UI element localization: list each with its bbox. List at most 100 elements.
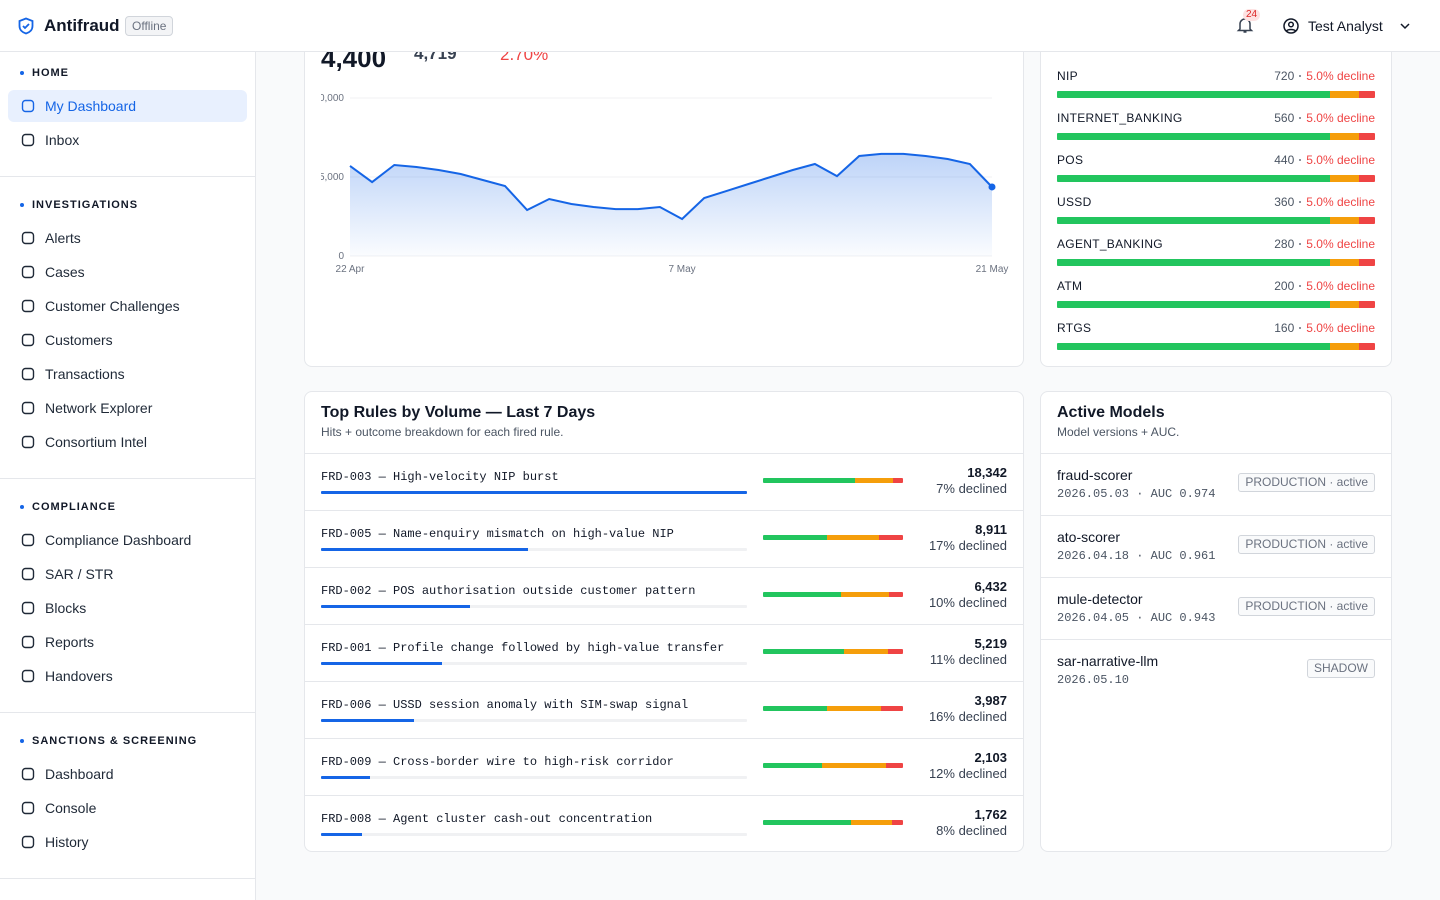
nav-item[interactable]: Console [8, 792, 247, 824]
nav-item[interactable]: Consortium Intel [8, 426, 247, 458]
model-name: fraud-scorer [1057, 467, 1133, 483]
nav-item[interactable]: Customers [8, 324, 247, 356]
nav-item[interactable]: Transactions [8, 358, 247, 390]
channel-bar [1057, 301, 1375, 308]
volume-bar [321, 491, 747, 494]
channel-count: 280 [1274, 237, 1295, 251]
notification-count: 24 [1243, 9, 1261, 21]
nav-section-label: COMPLIANCE [8, 498, 247, 516]
x-tick-label: 21 May [976, 264, 1009, 275]
icon-shape [21, 333, 35, 347]
icon-shape [21, 533, 35, 547]
separator-dot [1299, 117, 1302, 119]
nav-item-label: Alerts [45, 230, 81, 246]
bar-segment [763, 592, 842, 597]
nav-item-label: Dashboard [45, 766, 114, 782]
rule-count: 5,219 [974, 636, 1007, 651]
icon-shape [21, 401, 35, 415]
bar-segment [821, 763, 887, 768]
bar-segment [1330, 133, 1360, 140]
section-label-text: INVESTIGATIONS [32, 199, 139, 211]
rules-card: Top Rules by Volume — Last 7 Days Hits +… [304, 391, 1024, 852]
user-menu[interactable]: Test Analyst [1308, 18, 1383, 34]
x-tick-label: 7 May [668, 264, 695, 275]
nav-item[interactable]: Customer Challenges [8, 290, 247, 322]
channel-bar [1057, 133, 1375, 140]
nav-icon [21, 299, 35, 313]
separator-dot [1299, 159, 1302, 161]
model-status: PRODUCTION · active [1238, 597, 1375, 616]
nav-icon [21, 801, 35, 815]
nav-item-label: Consortium Intel [45, 434, 147, 450]
nav-item[interactable]: My Dashboard [8, 90, 247, 122]
channel-count: 560 [1274, 111, 1295, 125]
nav-item[interactable]: Cases [8, 256, 247, 288]
top-bar: Antifraud Offline 24 Test Analyst [0, 0, 1440, 52]
section-label-text: HOME [32, 67, 69, 79]
nav-item[interactable]: Blocks [8, 592, 247, 624]
separator-dot [1299, 285, 1302, 287]
rule-declined: 11% declined [929, 652, 1007, 667]
volume-track [321, 833, 747, 836]
nav-item[interactable]: SAR / STR [8, 558, 247, 590]
bar-segment [763, 706, 828, 711]
outcome-bar [763, 763, 903, 768]
channel-count: 200 [1274, 279, 1295, 293]
volume-bar [321, 605, 471, 608]
rule-name: FRD-006 — USSD session anomaly with SIM-… [321, 698, 689, 712]
volume-bar [321, 776, 370, 779]
channel-stats: 720 5.0% decline [1274, 67, 1375, 85]
bullet [20, 739, 24, 743]
bar-segment [1057, 343, 1331, 350]
bar-segment [1359, 91, 1375, 98]
divider [305, 453, 1023, 454]
volume-bar [321, 548, 528, 551]
nav-item[interactable]: Inbox [8, 124, 247, 156]
nav-icon [21, 835, 35, 849]
rule-count: 18,342 [967, 465, 1007, 480]
nav-item-label: Cases [45, 264, 85, 280]
nav-item-label: My Dashboard [45, 98, 137, 114]
bar-segment [1359, 217, 1375, 224]
bar-segment [1330, 259, 1360, 266]
channel-stats: 440 5.0% decline [1274, 151, 1375, 169]
nav-item[interactable]: Handovers [8, 660, 247, 692]
rule-declined: 17% declined [928, 538, 1007, 553]
channel-count: 160 [1274, 321, 1295, 335]
nav-item-label: Transactions [45, 366, 125, 382]
nav-item[interactable]: Dashboard [8, 758, 247, 790]
channel-bar [1057, 217, 1375, 224]
bar-segment [1359, 343, 1375, 350]
bar-segment [1057, 217, 1331, 224]
outcome-bar [763, 706, 903, 711]
nav-item[interactable]: Reports [8, 626, 247, 658]
icon-shape [21, 601, 35, 615]
nav-icon [21, 133, 35, 147]
nav-item[interactable]: Alerts [8, 222, 247, 254]
icon-shape [21, 835, 35, 849]
bar-segment [1330, 91, 1360, 98]
chevron [1400, 23, 1410, 30]
nav-item-label: Console [45, 800, 97, 816]
nav-item[interactable]: Compliance Dashboard [8, 524, 247, 556]
rule-name: FRD-008 — Agent cluster cash-out concent… [321, 812, 653, 826]
channel-name: POS [1057, 153, 1084, 167]
model-status: PRODUCTION · active [1238, 473, 1375, 492]
y-axis: 0 5,000 10,000 [321, 93, 344, 262]
icon-shape [21, 635, 35, 649]
channel-stats: 200 5.0% decline [1274, 277, 1375, 295]
bar-segment [1359, 175, 1375, 182]
bar-segment [1330, 175, 1360, 182]
nav-item-label: Blocks [45, 600, 87, 616]
channel-stats: 160 5.0% decline [1274, 319, 1375, 337]
nav-icon [21, 567, 35, 581]
bar-segment [1330, 217, 1360, 224]
area [350, 153, 992, 256]
nav-item[interactable]: Network Explorer [8, 392, 247, 424]
separator-dot [1299, 243, 1302, 245]
rule-declined: 16% declined [928, 709, 1007, 724]
icon-shape [21, 99, 35, 113]
bar-segment [841, 592, 889, 597]
nav-item[interactable]: History [8, 826, 247, 858]
model-name: mule-detector [1057, 591, 1143, 607]
